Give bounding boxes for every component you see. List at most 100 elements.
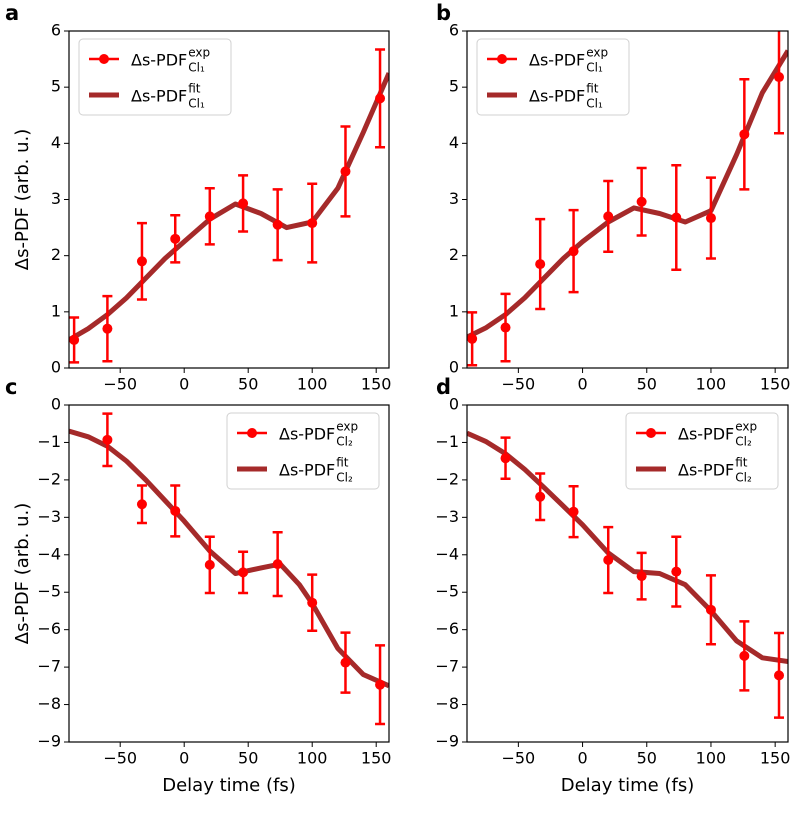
legend-swatch (247, 428, 257, 438)
data-point (170, 505, 181, 516)
data-point (671, 566, 682, 577)
y-axis-label: Δs-PDF (arb. u.) (12, 129, 33, 270)
legend-swatch (99, 54, 109, 64)
x-axis-label: Delay time (fs) (561, 775, 695, 796)
data-point (204, 559, 215, 570)
y-tick-label: 0 (51, 358, 61, 377)
axes-frame (68, 404, 390, 743)
legend-label-sub: Cl₁ (188, 97, 205, 111)
y-tick-label: 0 (51, 395, 61, 414)
x-tick-label: −50 (103, 749, 137, 768)
data-point (739, 129, 750, 140)
y-axis-label: Δs-PDF (arb. u.) (12, 503, 33, 644)
legend-label-sub: Cl₁ (586, 97, 603, 111)
y-tick-label: −5 (37, 582, 61, 601)
x-tick-label: 0 (179, 749, 189, 768)
legend-label-sup: exp (336, 420, 358, 434)
y-tick-label: −8 (435, 694, 459, 713)
y-tick-label: 0 (449, 358, 459, 377)
data-point (568, 246, 579, 257)
legend-label-sup: fit (336, 456, 349, 470)
x-tick-label: 0 (179, 375, 189, 394)
data-point (136, 499, 147, 510)
x-tick-label: 0 (577, 375, 587, 394)
legend-label-sup: fit (586, 82, 599, 96)
legend-label: Δs-PDF (131, 51, 187, 70)
x-tick-label: 50 (238, 375, 258, 394)
y-tick-label: −6 (435, 619, 459, 638)
y-tick-label: −2 (435, 469, 459, 488)
panel: −50 0 50 100 150 0 −1 −2 −3 −4 −5 −6 −7 −8 −9 Delay tim… (435, 375, 790, 796)
y-tick-label: −6 (37, 619, 61, 638)
x-tick-label: 150 (361, 749, 392, 768)
data-point (568, 506, 579, 517)
x-tick-label: 100 (696, 375, 727, 394)
y-tick-label: 4 (449, 133, 459, 152)
data-point (102, 434, 113, 445)
y-tick-label: 1 (51, 301, 61, 320)
x-tick-label: 50 (637, 749, 657, 768)
data-point (272, 219, 283, 230)
legend-swatch (497, 54, 507, 64)
legend-label: Δs-PDF (131, 87, 187, 106)
data-point (136, 256, 147, 267)
legend-label-sup: exp (735, 420, 757, 434)
legend-label: Δs-PDF (678, 425, 734, 444)
y-tick-label: −3 (37, 507, 61, 526)
data-point (375, 679, 386, 690)
y-tick-label: 6 (449, 21, 459, 40)
legend-label: Δs-PDF (279, 461, 335, 480)
x-tick-label: 50 (238, 749, 258, 768)
y-tick-label: −3 (435, 507, 459, 526)
data-point (307, 597, 318, 608)
x-tick-label: −50 (501, 375, 535, 394)
legend-label-sup: fit (735, 456, 748, 470)
panel-label: a (5, 1, 19, 25)
legend-swatch (646, 428, 656, 438)
data-point (500, 322, 511, 333)
legend-label-sub: Cl₂ (735, 471, 752, 485)
data-point (340, 657, 351, 668)
axes-frame (466, 404, 789, 743)
x-tick-label: 50 (637, 375, 657, 394)
data-point (636, 571, 647, 582)
x-tick-label: 0 (577, 749, 587, 768)
panel-label: d (436, 375, 451, 399)
data-point (467, 333, 478, 344)
data-point (238, 198, 249, 209)
plot-area (467, 31, 788, 367)
y-tick-label: 4 (51, 133, 61, 152)
y-tick-label: −9 (435, 732, 459, 751)
plot-area (69, 48, 389, 364)
data-point (705, 213, 716, 224)
x-tick-label: 150 (760, 375, 791, 394)
legend-label: Δs-PDF (529, 87, 585, 106)
data-point (340, 166, 351, 177)
plot-area (467, 430, 788, 719)
y-tick-label: 5 (449, 77, 459, 96)
y-tick-label: −4 (37, 544, 61, 563)
x-tick-label: 150 (760, 749, 791, 768)
x-tick-label: 100 (696, 749, 727, 768)
y-tick-label: −1 (435, 432, 459, 451)
data-point (535, 491, 546, 502)
panel-label: c (5, 375, 17, 399)
data-point (102, 323, 113, 334)
data-point (603, 211, 614, 222)
y-tick-label: 1 (449, 301, 459, 320)
legend-label-sub: Cl₁ (586, 61, 603, 75)
x-axis-label: Delay time (fs) (162, 775, 296, 796)
x-tick-label: 100 (297, 375, 328, 394)
legend-label-sub: Cl₁ (188, 61, 205, 75)
legend-label-sup: fit (188, 82, 201, 96)
y-tick-label: −8 (37, 694, 61, 713)
legend-label: Δs-PDF (279, 425, 335, 444)
legend-label: Δs-PDF (678, 461, 734, 480)
y-tick-label: −7 (435, 657, 459, 676)
data-point (69, 334, 80, 345)
legend-label: Δs-PDF (529, 51, 585, 70)
data-point (500, 453, 511, 464)
